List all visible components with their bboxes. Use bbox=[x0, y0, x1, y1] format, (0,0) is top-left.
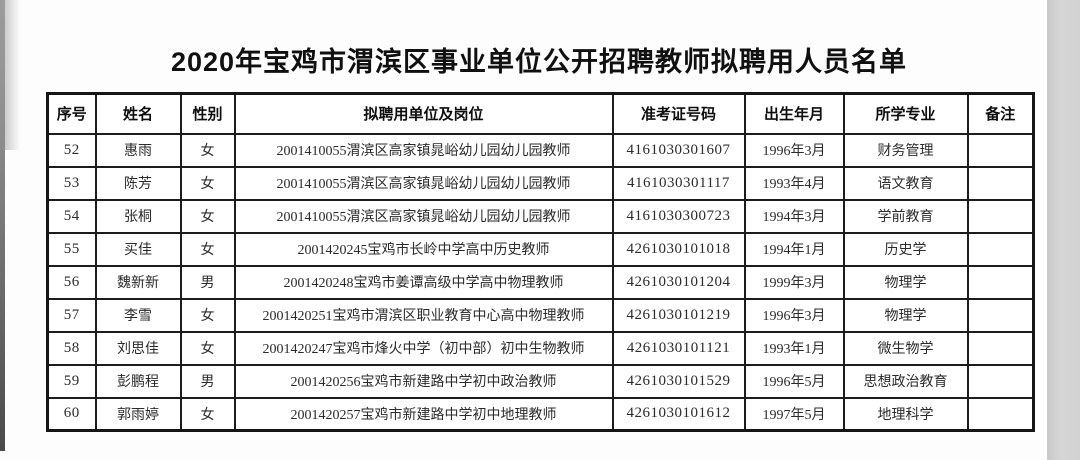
table-row: 56 魏新新 男 2001420248宝鸡市姜谭高级中学高中物理教师 42610… bbox=[46, 264, 1035, 300]
cell-birth: 1994年1月 bbox=[743, 231, 845, 267]
table-row: 59 彭鹏程 男 2001420256宝鸡市新建路中学初中政治教师 426103… bbox=[46, 363, 1035, 399]
cell-exam-no: 4261030101204 bbox=[611, 264, 746, 300]
cell-major: 学前教育 bbox=[842, 198, 969, 234]
cell-exam-no: 4261030101018 bbox=[611, 231, 746, 267]
cell-exam-no: 4161030301607 bbox=[611, 132, 746, 168]
cell-major: 财务管理 bbox=[842, 132, 969, 168]
cell-major: 历史学 bbox=[842, 231, 969, 267]
header-cell-name: 姓名 bbox=[94, 92, 182, 135]
cell-gender: 女 bbox=[179, 231, 236, 267]
cell-birth: 1996年3月 bbox=[743, 132, 845, 168]
table-row: 55 买佳 女 2001420245宝鸡市长岭中学高中历史教师 42610301… bbox=[46, 231, 1035, 267]
cell-remark bbox=[966, 396, 1035, 432]
cell-exam-no: 4261030101529 bbox=[611, 363, 746, 399]
recruitment-roster-table: 序号 姓名 性别 拟聘用单位及岗位 准考证号码 出生年月 所学专业 备注 52 … bbox=[46, 92, 1035, 432]
cell-unit-position: 2001410055渭滨区高家镇晁峪幼儿园幼儿园教师 bbox=[233, 132, 614, 168]
cell-name: 陈芳 bbox=[94, 165, 182, 201]
cell-unit-position: 2001420251宝鸡市渭滨区职业教育中心高中物理教师 bbox=[233, 297, 614, 333]
header-cell-remark: 备注 bbox=[966, 92, 1035, 135]
cell-no: 56 bbox=[46, 264, 97, 300]
cell-no: 58 bbox=[46, 330, 97, 366]
header-cell-gender: 性别 bbox=[179, 92, 236, 135]
cell-birth: 1993年1月 bbox=[743, 330, 845, 366]
cell-no: 59 bbox=[46, 363, 97, 399]
cell-name: 彭鹏程 bbox=[94, 363, 182, 399]
cell-unit-position: 2001420247宝鸡市烽火中学（初中部）初中生物教师 bbox=[233, 330, 614, 366]
cell-gender: 女 bbox=[179, 330, 236, 366]
cell-unit-position: 2001420248宝鸡市姜谭高级中学高中物理教师 bbox=[233, 264, 614, 300]
cell-remark bbox=[966, 132, 1035, 168]
cell-remark bbox=[966, 297, 1035, 333]
page-edge-left-fade bbox=[0, 0, 24, 150]
header-cell-birth: 出生年月 bbox=[743, 92, 845, 135]
cell-remark bbox=[966, 231, 1035, 267]
cell-unit-position: 2001410055渭滨区高家镇晁峪幼儿园幼儿园教师 bbox=[233, 198, 614, 234]
table-row: 58 刘思佳 女 2001420247宝鸡市烽火中学（初中部）初中生物教师 42… bbox=[46, 330, 1035, 366]
cell-major: 物理学 bbox=[842, 297, 969, 333]
cell-name: 买佳 bbox=[94, 231, 182, 267]
cell-unit-position: 2001420256宝鸡市新建路中学初中政治教师 bbox=[233, 363, 614, 399]
cell-exam-no: 4261030101612 bbox=[611, 396, 746, 432]
cell-no: 54 bbox=[46, 198, 97, 234]
cell-remark bbox=[966, 198, 1035, 234]
cell-name: 惠雨 bbox=[94, 132, 182, 168]
header-row: 序号 姓名 性别 拟聘用单位及岗位 准考证号码 出生年月 所学专业 备注 bbox=[46, 92, 1035, 135]
table-row: 57 李雪 女 2001420251宝鸡市渭滨区职业教育中心高中物理教师 426… bbox=[46, 297, 1035, 333]
cell-remark bbox=[966, 363, 1035, 399]
header-cell-unit-position: 拟聘用单位及岗位 bbox=[233, 92, 614, 135]
cell-name: 魏新新 bbox=[94, 264, 182, 300]
page-edge-right-margin bbox=[1047, 0, 1080, 460]
cell-gender: 女 bbox=[179, 165, 236, 201]
cell-unit-position: 2001410055渭滨区高家镇晁峪幼儿园幼儿园教师 bbox=[233, 165, 614, 201]
cell-gender: 女 bbox=[179, 396, 236, 432]
cell-major: 地理科学 bbox=[842, 396, 969, 432]
cell-remark bbox=[966, 330, 1035, 366]
cell-remark bbox=[966, 165, 1035, 201]
cell-major: 物理学 bbox=[842, 264, 969, 300]
cell-major: 微生物学 bbox=[842, 330, 969, 366]
cell-remark bbox=[966, 264, 1035, 300]
cell-gender: 女 bbox=[179, 297, 236, 333]
cell-exam-no: 4261030101219 bbox=[611, 297, 746, 333]
cell-exam-no: 4261030101121 bbox=[611, 330, 746, 366]
cell-birth: 1996年5月 bbox=[743, 363, 845, 399]
table-row: 54 张桐 女 2001410055渭滨区高家镇晁峪幼儿园幼儿园教师 41610… bbox=[46, 198, 1035, 234]
cell-name: 郭雨婷 bbox=[94, 396, 182, 432]
cell-no: 55 bbox=[46, 231, 97, 267]
cell-birth: 1999年3月 bbox=[743, 264, 845, 300]
cell-birth: 1993年4月 bbox=[743, 165, 845, 201]
cell-unit-position: 2001420245宝鸡市长岭中学高中历史教师 bbox=[233, 231, 614, 267]
cell-birth: 1994年3月 bbox=[743, 198, 845, 234]
cell-major: 思想政治教育 bbox=[842, 363, 969, 399]
page-edge-left-shadow bbox=[0, 0, 5, 451]
cell-birth: 1997年5月 bbox=[743, 396, 845, 432]
cell-name: 张桐 bbox=[94, 198, 182, 234]
table-row: 60 郭雨婷 女 2001420257宝鸡市新建路中学初中地理教师 426103… bbox=[46, 396, 1035, 432]
table-row: 53 陈芳 女 2001410055渭滨区高家镇晁峪幼儿园幼儿园教师 41610… bbox=[46, 165, 1035, 201]
cell-gender: 男 bbox=[179, 264, 236, 300]
cell-gender: 男 bbox=[179, 363, 236, 399]
header-cell-major: 所学专业 bbox=[842, 92, 969, 135]
cell-gender: 女 bbox=[179, 198, 236, 234]
cell-birth: 1996年3月 bbox=[743, 297, 845, 333]
header-cell-exam-no: 准考证号码 bbox=[611, 92, 746, 135]
cell-name: 刘思佳 bbox=[94, 330, 182, 366]
cell-no: 53 bbox=[46, 165, 97, 201]
cell-exam-no: 4161030301117 bbox=[611, 165, 746, 201]
page-title: 2020年宝鸡市渭滨区事业单位公开招聘教师拟聘用人员名单 bbox=[170, 47, 908, 77]
cell-no: 57 bbox=[46, 297, 97, 333]
cell-major: 语文教育 bbox=[842, 165, 969, 201]
cell-unit-position: 2001420257宝鸡市新建路中学初中地理教师 bbox=[233, 396, 614, 432]
table-row: 52 惠雨 女 2001410055渭滨区高家镇晁峪幼儿园幼儿园教师 41610… bbox=[46, 132, 1035, 168]
cell-exam-no: 4161030300723 bbox=[611, 198, 746, 234]
cell-no: 60 bbox=[46, 396, 97, 432]
cell-name: 李雪 bbox=[94, 297, 182, 333]
cell-no: 52 bbox=[46, 132, 97, 168]
cell-gender: 女 bbox=[179, 132, 236, 168]
header-cell-no: 序号 bbox=[46, 92, 97, 135]
